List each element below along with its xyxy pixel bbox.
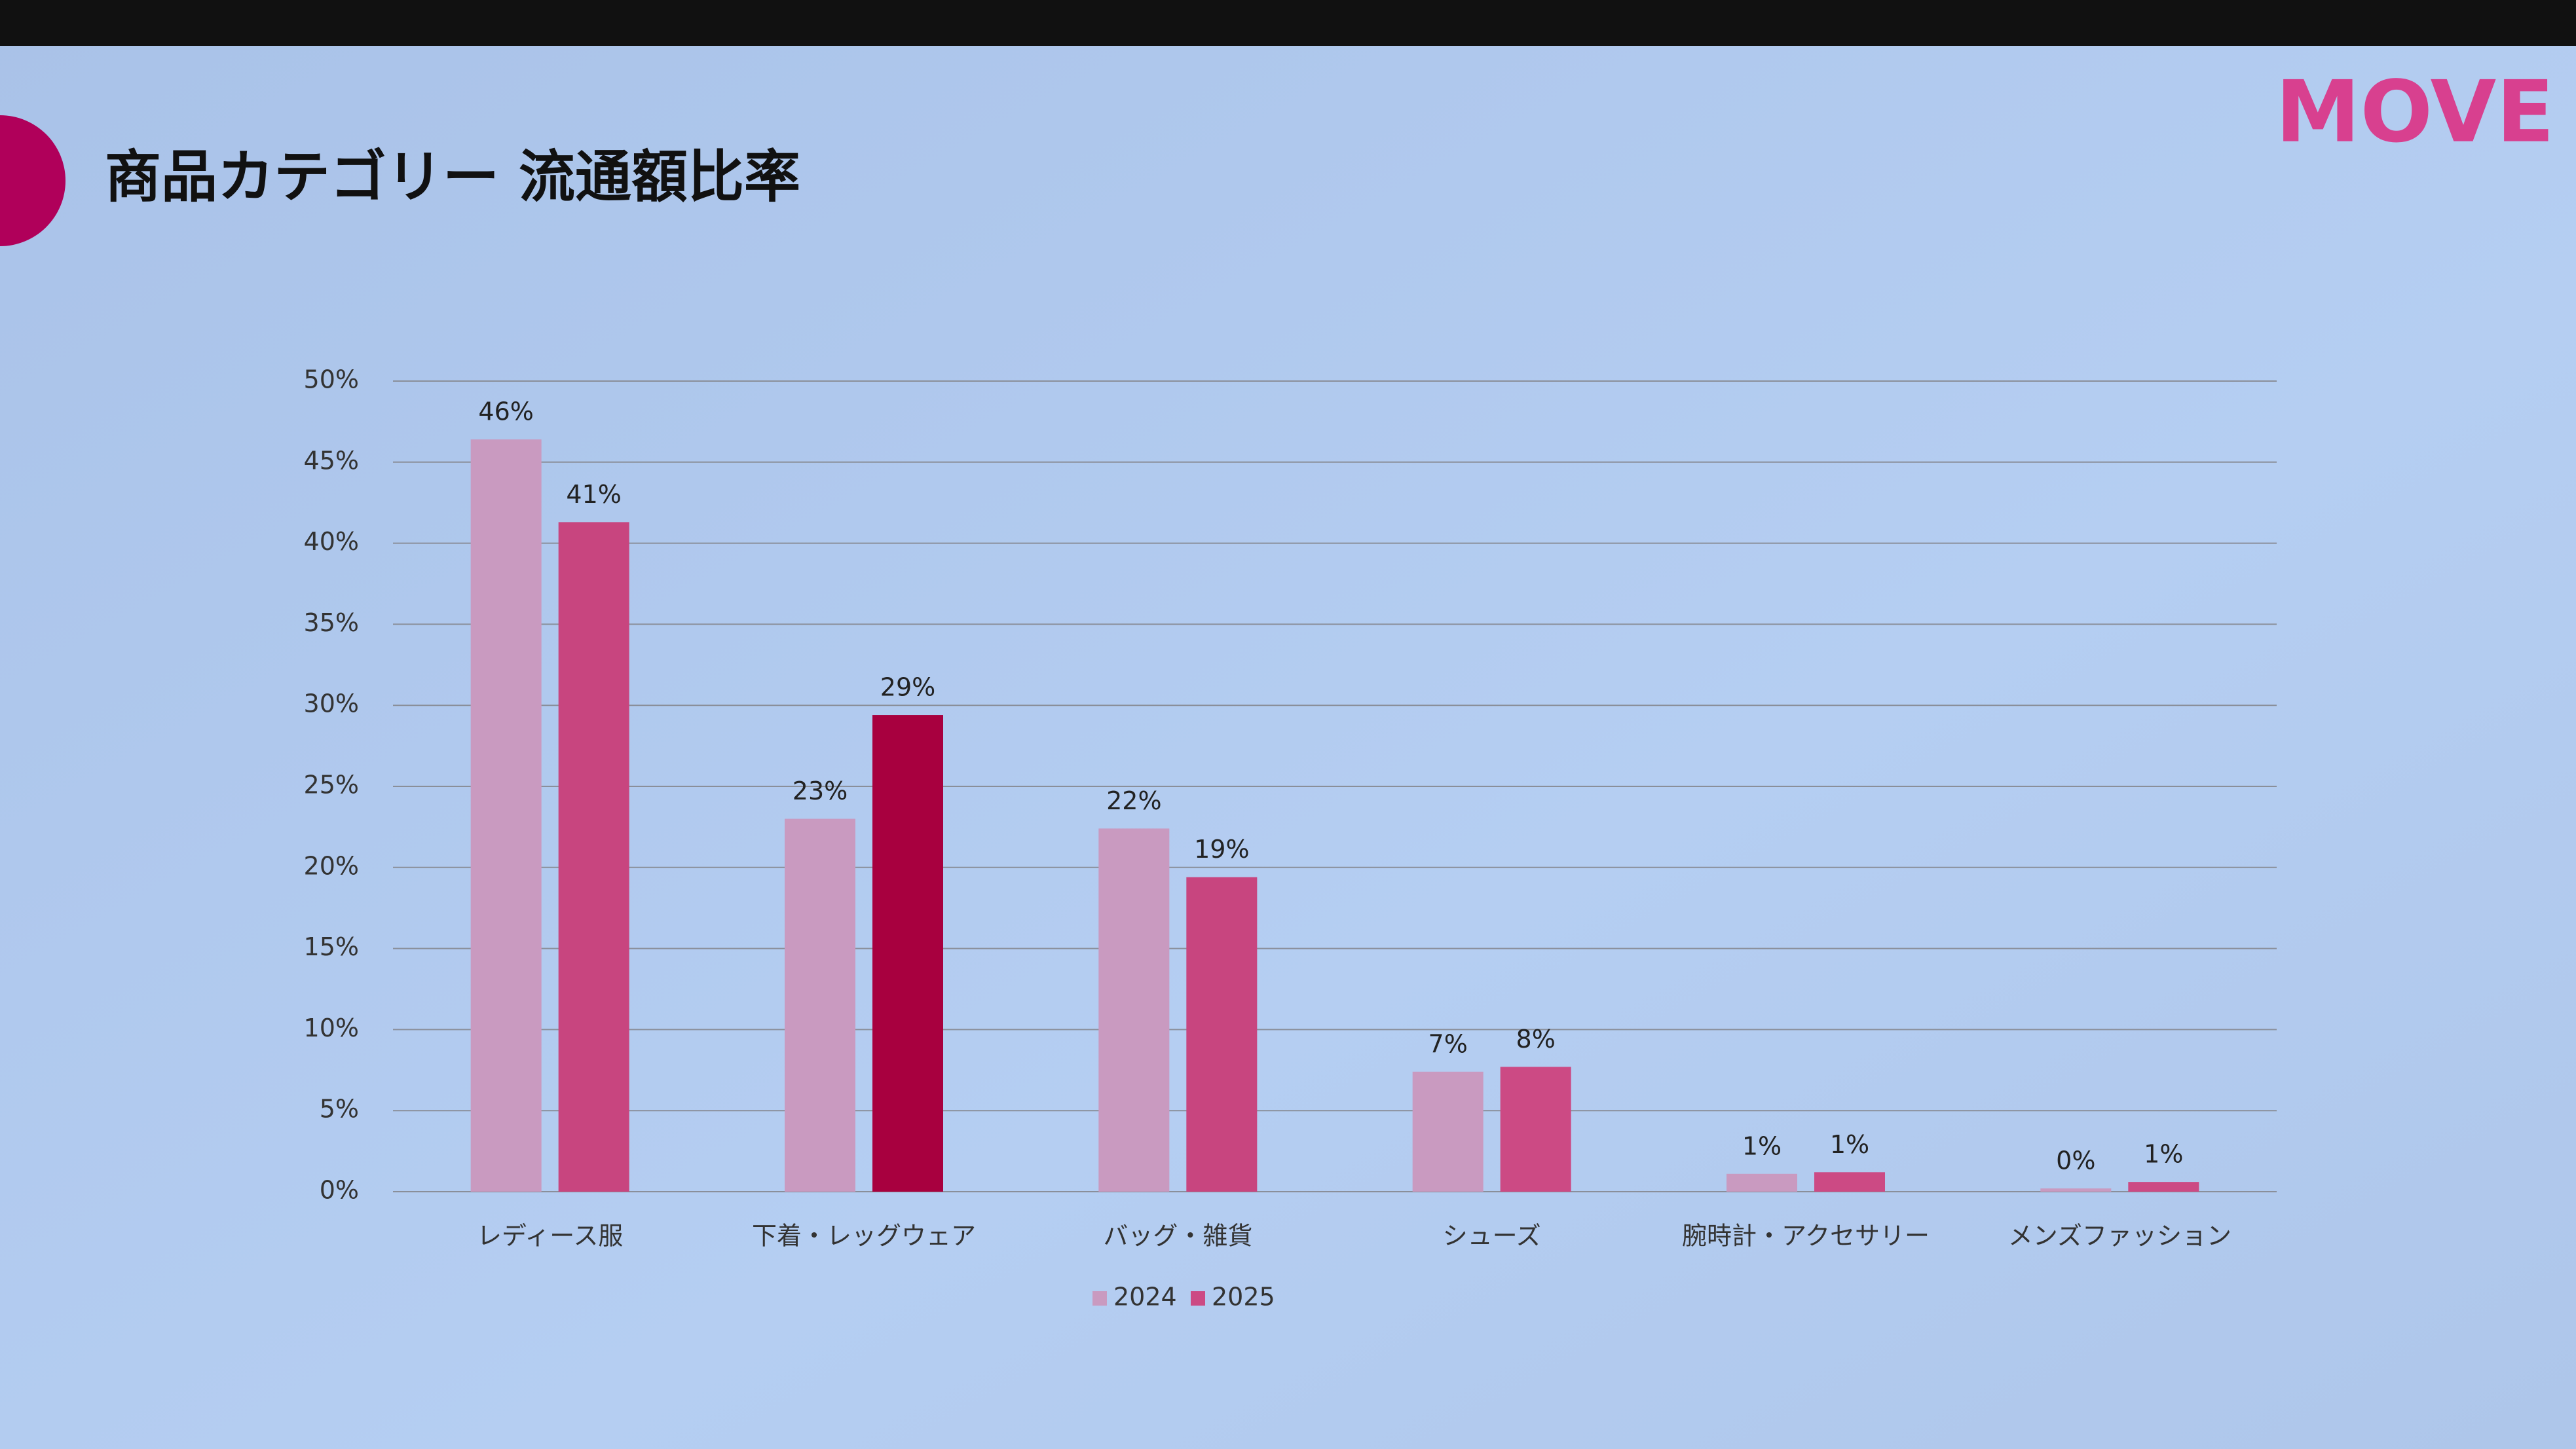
legend-swatch [1191, 1291, 1205, 1306]
x-tick-label: シューズ [1443, 1222, 1541, 1251]
bar [2128, 1182, 2199, 1192]
y-tick-label: 15% [304, 932, 359, 961]
value-label: 0% [2056, 1146, 2095, 1175]
bar [872, 715, 943, 1192]
value-label: 46% [478, 397, 533, 426]
legend-swatch [1092, 1291, 1107, 1306]
value-label: 23% [793, 777, 848, 805]
bar [1412, 1071, 1484, 1192]
value-label: 8% [1516, 1025, 1556, 1054]
x-tick-label: レディース服 [477, 1222, 623, 1251]
x-tick-label: メンズファッション [2008, 1222, 2231, 1251]
value-label: 29% [880, 673, 935, 702]
x-tick-label: バッグ・雑貨 [1103, 1222, 1252, 1251]
y-tick-label: 45% [304, 446, 359, 475]
y-tick-label: 40% [304, 527, 359, 556]
bar [1727, 1173, 1797, 1192]
chart-title: 商品カテゴリー 流通額比率 [105, 144, 800, 210]
value-label: 1% [1830, 1130, 1869, 1159]
bar [470, 439, 542, 1192]
y-tick-label: 20% [304, 851, 359, 880]
accent-circle [0, 115, 65, 246]
bar [1814, 1172, 1885, 1192]
bar [785, 818, 855, 1192]
value-label: 22% [1106, 786, 1161, 815]
logo: MOVE [2275, 62, 2554, 162]
y-tick-label: 30% [304, 689, 359, 718]
y-tick-label: 50% [304, 365, 359, 394]
value-label: 19% [1194, 835, 1249, 864]
value-label: 7% [1428, 1029, 1468, 1058]
value-label: 1% [1742, 1131, 1782, 1160]
legend-label: 2025 [1212, 1283, 1275, 1311]
bar [1186, 877, 1258, 1192]
y-tick-label: 35% [304, 608, 359, 637]
top-strip [0, 0, 2576, 46]
legend-label: 2024 [1113, 1283, 1177, 1311]
bar [558, 522, 629, 1192]
bar [1098, 828, 1170, 1192]
y-tick-label: 0% [320, 1176, 359, 1205]
x-tick-label: 腕時計・アクセサリー [1682, 1222, 1930, 1251]
y-tick-label: 25% [304, 771, 359, 799]
value-label: 1% [2144, 1140, 2183, 1169]
bar [2040, 1188, 2112, 1192]
value-label: 41% [566, 480, 621, 509]
x-tick-label: 下着・レッグウェア [752, 1222, 976, 1251]
y-tick-label: 5% [320, 1095, 359, 1124]
bar [1500, 1067, 1571, 1192]
y-tick-label: 10% [304, 1014, 359, 1042]
